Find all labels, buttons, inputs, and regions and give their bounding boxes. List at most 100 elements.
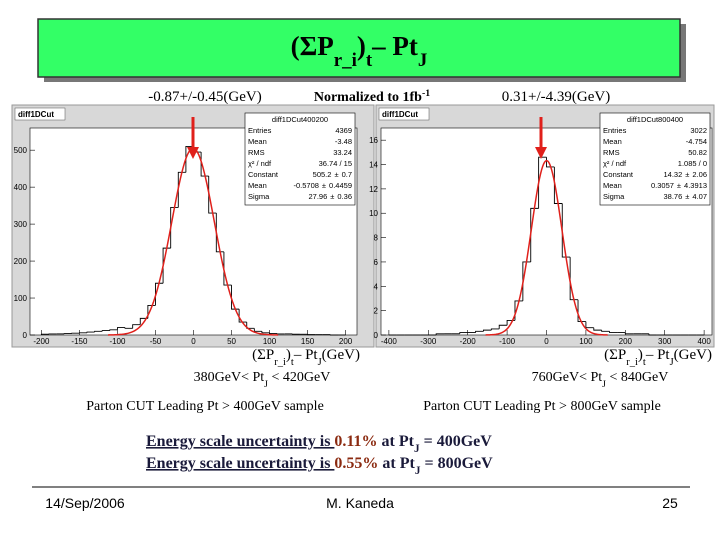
histogram-bin <box>475 330 484 333</box>
x-tick-label: 150 <box>301 337 315 346</box>
stats-part: 4.07 <box>692 192 707 201</box>
histogram-name-box <box>378 107 430 121</box>
histogram-bin <box>223 251 232 286</box>
stats-value: 1.085 / 0 <box>678 159 707 168</box>
text-run: Normalized to 1fb <box>314 90 422 105</box>
y-tick-label: 0 <box>23 331 28 340</box>
x-tick-label: -200 <box>460 337 477 346</box>
text-run: (GeV) <box>322 347 360 363</box>
text-run: < 840GeV <box>606 370 668 385</box>
range-label: 760GeV< PtJ < 840GeV <box>532 370 669 390</box>
y-tick-label: 400 <box>14 183 28 192</box>
sample-label: Parton CUT Leading Pt > 800GeV sample <box>423 399 661 414</box>
histogram-bin <box>561 203 571 258</box>
stats-title: diff1DCut400200 <box>272 115 328 124</box>
x-tick-label: 100 <box>263 337 277 346</box>
arrow-head <box>535 147 547 159</box>
histogram-bin <box>208 176 217 214</box>
histogram-bin <box>238 309 247 323</box>
x-axis-label: (ΣPr_i)t– PtJ(GeV) <box>252 347 360 368</box>
text-run: J <box>670 357 674 368</box>
histogram-bin <box>435 333 445 335</box>
offset-left: -0.87+/-0.45(GeV) <box>148 89 261 105</box>
text-run: 0.55% <box>334 455 378 472</box>
y-tick-label: 2 <box>374 307 379 316</box>
histogram-bin <box>231 285 240 310</box>
stats-label: RMS <box>248 148 265 157</box>
histogram-bin <box>40 333 50 335</box>
text-run: (ΣP <box>291 31 334 61</box>
stats-value: 0.3057 ±4.3913 <box>651 181 707 190</box>
stats-part: ± <box>322 181 326 190</box>
footer-date: 14/Sep/2006 <box>45 495 125 511</box>
stats-label: Entries <box>248 126 272 135</box>
stats-value: 36.74 / 15 <box>319 159 352 168</box>
histogram-bin <box>117 327 126 330</box>
summary-line: Energy scale uncertainty is 0.11% at PtJ… <box>146 433 492 455</box>
histogram-bin <box>577 299 586 323</box>
histogram-bin <box>459 332 468 334</box>
text-run: (ΣP <box>252 347 274 363</box>
histogram-bin <box>569 257 579 301</box>
histogram-bin <box>498 324 508 329</box>
footer-author: M. Kaneda <box>326 495 394 511</box>
stats-value: -3.48 <box>335 137 352 146</box>
gaussian-fit <box>485 159 608 336</box>
histogram-bin <box>86 331 95 333</box>
text-run: J <box>264 379 268 390</box>
stats-value: 27.96 ±0.36 <box>308 192 352 201</box>
histogram-bin <box>94 330 103 333</box>
text-run: ) <box>357 31 366 61</box>
histogram-bin <box>170 207 179 249</box>
stats-label: χ² / ndf <box>603 159 627 168</box>
x-tick-label: -400 <box>381 337 398 346</box>
histogram-bin <box>530 207 539 262</box>
summary-line: Energy scale uncertainty is 0.55% at PtJ… <box>146 455 493 477</box>
stats-label: χ² / ndf <box>248 159 272 168</box>
histogram-bin <box>109 329 118 331</box>
text-run: t <box>366 50 373 71</box>
y-tick-label: 4 <box>374 282 379 291</box>
x-tick-label: 0 <box>544 337 549 346</box>
text-run: r_i <box>626 357 638 368</box>
x-tick-label: 400 <box>697 337 711 346</box>
text-run: Energy scale uncertainty is <box>146 455 334 472</box>
histogram-bin <box>139 317 148 325</box>
text-run: J <box>414 443 420 455</box>
stats-label: Mean <box>248 137 267 146</box>
x-tick-label: -200 <box>33 337 50 346</box>
normalization: Normalized to 1fb-1 <box>314 88 430 106</box>
histogram-bin <box>648 333 657 336</box>
stats-part: ± <box>330 192 334 201</box>
stats-value: 3022 <box>690 126 707 135</box>
x-tick-label: -300 <box>420 337 437 346</box>
text-run: J <box>318 357 322 368</box>
text-run: = 800GeV <box>420 455 493 472</box>
stats-part: 14.32 <box>663 170 682 179</box>
y-tick-label: 200 <box>14 257 28 266</box>
x-tick-label: 200 <box>339 337 353 346</box>
text-run: = 400GeV <box>420 433 493 450</box>
histogram-bin <box>185 146 194 173</box>
stats-part: ± <box>685 192 689 201</box>
y-tick-label: 12 <box>369 185 378 194</box>
y-tick-label: 100 <box>14 294 28 303</box>
sample-label: Parton CUT Leading Pt > 400GeV sample <box>86 399 324 414</box>
text-run: at Pt <box>378 455 415 472</box>
y-tick-label: 8 <box>374 234 379 243</box>
x-tick-label: 0 <box>191 337 196 346</box>
text-run: 760GeV< Pt <box>532 370 603 385</box>
stats-label: Mean <box>248 181 267 190</box>
y-tick-label: 300 <box>14 220 28 229</box>
text-run: J <box>418 50 427 71</box>
x-tick-label: 300 <box>658 337 672 346</box>
histogram-bin <box>538 156 547 209</box>
x-tick-label: -100 <box>499 337 516 346</box>
stats-title: diff1DCut800400 <box>627 115 683 124</box>
stats-label: Sigma <box>248 192 270 201</box>
y-tick-label: 14 <box>369 161 378 170</box>
text-run: – Pt <box>371 31 418 61</box>
y-tick-label: 500 <box>14 146 28 155</box>
x-tick-label: -50 <box>150 337 162 346</box>
